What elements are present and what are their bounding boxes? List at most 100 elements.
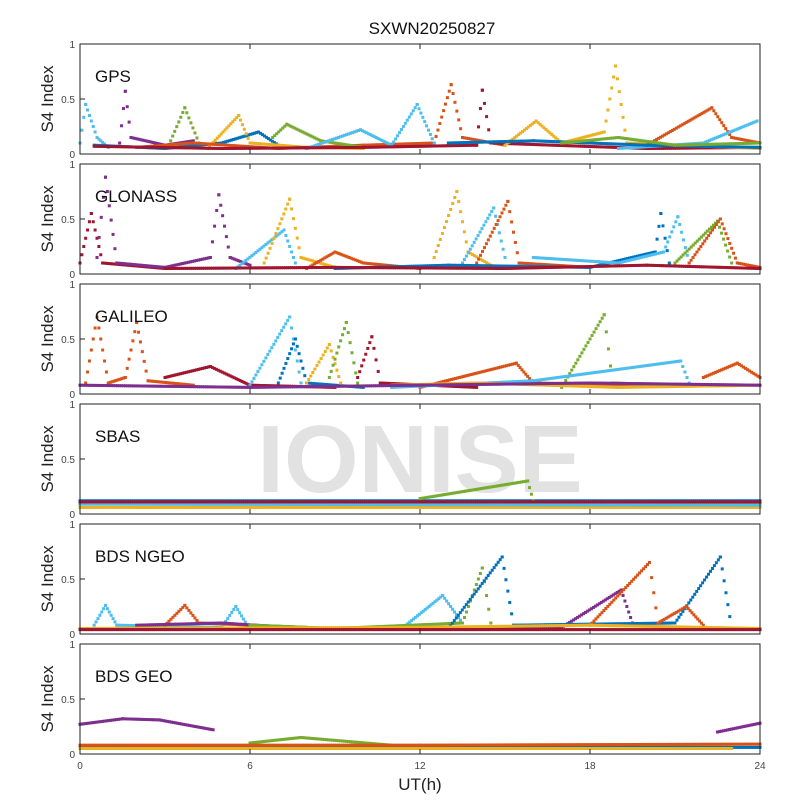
data-point	[101, 348, 105, 352]
data-point	[570, 368, 574, 372]
data-point	[270, 241, 274, 245]
data-point	[280, 146, 284, 150]
data-point	[365, 266, 369, 270]
data-point	[735, 127, 739, 131]
data-point	[415, 503, 419, 507]
data-point	[695, 505, 699, 509]
data-point	[622, 146, 626, 150]
data-point	[444, 379, 448, 383]
data-point	[262, 142, 266, 146]
data-point	[258, 383, 262, 387]
data-point	[214, 266, 218, 270]
data-point	[116, 502, 120, 506]
data-point	[173, 502, 177, 506]
data-point	[144, 145, 148, 149]
data-point	[541, 139, 545, 143]
data-point	[597, 505, 601, 509]
data-point	[727, 365, 731, 369]
data-point	[587, 144, 591, 148]
data-point	[204, 146, 208, 150]
data-point	[447, 214, 451, 217]
data-point	[702, 505, 706, 509]
data-point	[175, 125, 179, 129]
data-point	[481, 266, 485, 270]
data-point	[333, 357, 337, 361]
data-point	[169, 266, 173, 270]
data-point	[424, 266, 428, 270]
data-point	[391, 503, 395, 507]
data-point	[194, 143, 198, 147]
data-point	[404, 266, 408, 270]
data-point	[698, 113, 702, 117]
data-point	[280, 505, 284, 509]
data-point	[579, 265, 583, 269]
data-point	[321, 353, 325, 357]
data-point	[702, 144, 706, 148]
data-point	[649, 263, 653, 267]
data-point	[262, 146, 266, 150]
data-point	[122, 502, 126, 506]
data-point	[193, 505, 197, 509]
data-point	[349, 266, 353, 270]
data-point	[170, 143, 174, 147]
data-point	[290, 250, 294, 254]
data-point	[631, 264, 635, 268]
data-point	[187, 502, 191, 506]
data-point	[301, 130, 305, 134]
data-point	[461, 503, 465, 507]
data-point	[680, 230, 684, 234]
data-point	[750, 266, 754, 270]
data-point	[517, 379, 521, 383]
data-point	[496, 219, 500, 223]
data-point	[484, 140, 488, 144]
data-point	[286, 239, 290, 243]
data-point	[295, 127, 299, 131]
data-point	[433, 144, 437, 148]
data-point	[407, 503, 411, 507]
data-point	[357, 266, 361, 270]
data-point	[718, 118, 722, 122]
data-point	[292, 502, 296, 506]
data-point	[480, 227, 484, 231]
data-point	[655, 505, 659, 509]
data-point	[99, 215, 103, 219]
data-point	[651, 382, 655, 386]
data-point	[704, 265, 708, 269]
data-point	[607, 369, 611, 373]
data-point	[653, 146, 657, 150]
data-point	[195, 385, 199, 389]
data-point	[266, 142, 270, 146]
data-point	[217, 505, 221, 509]
data-point	[276, 502, 280, 506]
data-point	[716, 383, 720, 387]
data-point	[639, 364, 643, 368]
axes-box	[79, 283, 761, 395]
data-point	[659, 146, 663, 150]
data-point	[466, 251, 470, 255]
data-point	[279, 128, 283, 132]
data-point	[581, 139, 585, 143]
data-point	[485, 261, 489, 265]
data-point	[492, 226, 496, 230]
data-point	[688, 264, 692, 268]
data-point	[357, 259, 361, 263]
data-point	[696, 146, 700, 150]
data-point	[459, 210, 463, 214]
data-point	[321, 139, 325, 143]
data-point	[197, 505, 201, 509]
data-point	[617, 90, 621, 94]
data-point	[630, 382, 634, 386]
data-point	[752, 264, 756, 268]
data-point	[133, 263, 137, 267]
data-point	[381, 503, 385, 507]
data-point	[473, 505, 477, 509]
data-point	[114, 145, 118, 149]
data-point	[524, 505, 528, 509]
data-point	[681, 382, 685, 386]
data-point	[307, 385, 311, 389]
data-point	[278, 505, 282, 509]
data-point	[552, 381, 556, 385]
data-point	[114, 384, 118, 388]
data-point	[506, 139, 510, 143]
data-point	[131, 339, 135, 343]
